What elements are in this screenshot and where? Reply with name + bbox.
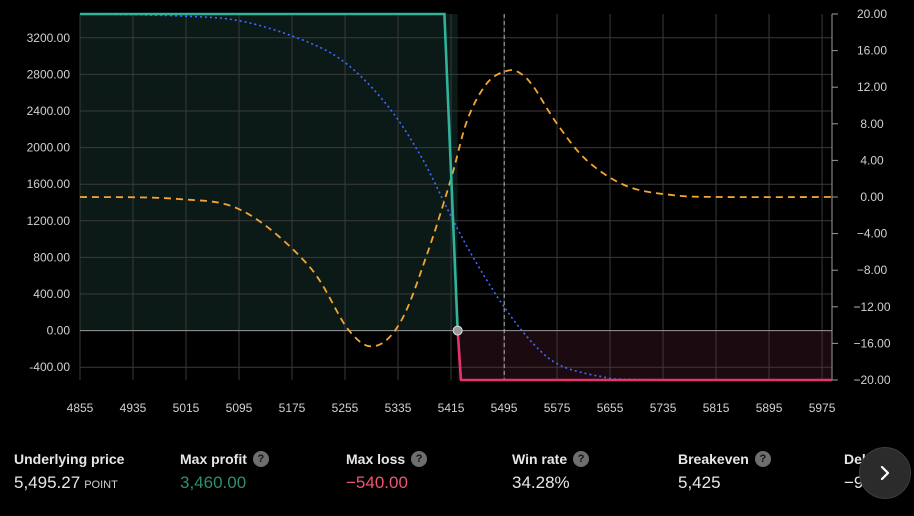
x-tick-label: 5575 xyxy=(544,401,571,415)
y-right-tick-label: 20.00 xyxy=(857,7,887,21)
help-icon[interactable]: ? xyxy=(573,451,590,467)
max-profit-label: Max profit xyxy=(180,451,247,467)
stat-max-loss: Max loss? −540.00 xyxy=(346,448,512,508)
y-right-tick-label: 12.00 xyxy=(857,80,887,94)
payoff-chart: 3200.00 2800.00 2400.00 2000.00 1600.00 1200.… xyxy=(27,7,891,415)
next-button[interactable] xyxy=(859,447,911,499)
x-tick-label: 4855 xyxy=(67,401,94,415)
stat-breakeven: Breakeven? 5,425 xyxy=(678,448,844,508)
x-tick-label: 5175 xyxy=(279,401,306,415)
y-right-tick-label: −4.00 xyxy=(857,227,888,241)
x-tick-label: 4935 xyxy=(120,401,147,415)
y-right-tick-label: 0.00 xyxy=(860,190,884,204)
help-icon[interactable]: ? xyxy=(252,451,269,467)
x-tick-label: 5095 xyxy=(226,401,253,415)
profit-region xyxy=(80,14,458,331)
breakeven-value: 5,425 xyxy=(678,473,721,492)
stat-underlying-price: Underlying price 5,495.27 POINT xyxy=(14,448,180,508)
x-tick-label: 5015 xyxy=(173,401,200,415)
y-left-tick-label: 2400.00 xyxy=(27,104,71,118)
y-left-tick-label: 400.00 xyxy=(33,287,70,301)
chevron-right-icon xyxy=(880,466,890,480)
x-tick-label: 5735 xyxy=(650,401,677,415)
y-right-tick-label: −16.00 xyxy=(853,336,890,350)
max-profit-value: 3,460.00 xyxy=(180,473,247,492)
x-tick-label: 5335 xyxy=(385,401,412,415)
y-left-tick-label: 1600.00 xyxy=(27,177,71,191)
loss-region xyxy=(457,330,832,380)
y-right-tick-label: −8.00 xyxy=(857,263,888,277)
underlying-price-label: Underlying price xyxy=(14,451,125,467)
help-icon[interactable]: ? xyxy=(411,451,428,467)
y-left-tick-label: -400.00 xyxy=(29,360,70,374)
payoff-profit-line xyxy=(80,12,459,331)
y-right-tick-label: −12.00 xyxy=(853,300,890,314)
underlying-price-value: 5,495.27 xyxy=(14,473,81,492)
y-left-tick-label: 0.00 xyxy=(47,324,71,338)
y-left-tick-label: 800.00 xyxy=(33,250,70,264)
x-tick-label: 5495 xyxy=(491,401,518,415)
x-tick-label: 5255 xyxy=(332,401,359,415)
max-loss-value: −540.00 xyxy=(346,473,408,492)
payoff-loss-line xyxy=(456,330,832,382)
y-left-tick-label: 1200.00 xyxy=(27,214,71,228)
win-rate-label: Win rate xyxy=(512,451,568,467)
max-loss-label: Max loss xyxy=(346,451,406,467)
stat-win-rate: Win rate? 34.28% xyxy=(512,448,678,508)
stats-bar: Underlying price 5,495.27 POINT Max profi… xyxy=(14,448,914,508)
delta-value: −9 xyxy=(844,473,864,492)
x-tick-label: 5415 xyxy=(438,401,465,415)
y-right-tick-label: 8.00 xyxy=(860,117,884,131)
stat-max-profit: Max profit? 3,460.00 xyxy=(180,448,346,508)
y-left-tick-label: 2800.00 xyxy=(27,67,71,81)
help-icon[interactable]: ? xyxy=(754,451,771,467)
breakeven-label: Breakeven xyxy=(678,451,749,467)
y-right-tick-label: −20.00 xyxy=(853,373,890,387)
x-tick-label: 5815 xyxy=(703,401,730,415)
y-left-tick-label: 2000.00 xyxy=(27,141,71,155)
x-tick-label: 5655 xyxy=(597,401,624,415)
win-rate-value: 34.28% xyxy=(512,473,570,492)
delta-curve xyxy=(79,69,833,348)
underlying-price-unit: POINT xyxy=(84,479,118,491)
y-right-tick-label: 4.00 xyxy=(860,153,884,167)
x-tick-label: 5975 xyxy=(809,401,836,415)
breakeven-marker xyxy=(452,325,463,336)
x-tick-label: 5895 xyxy=(756,401,783,415)
y-right-tick-label: 16.00 xyxy=(857,44,887,58)
y-left-tick-label: 3200.00 xyxy=(27,31,71,45)
